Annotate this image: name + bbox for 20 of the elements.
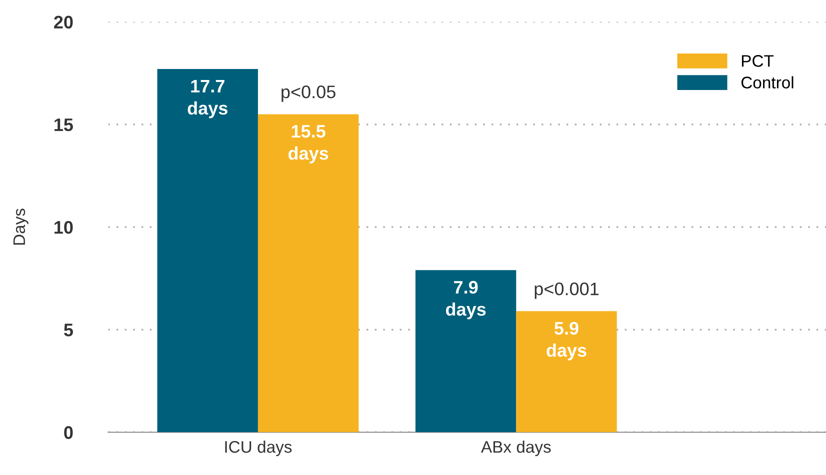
data-label: 15.5 days bbox=[288, 125, 328, 164]
y-tick-label: 10 bbox=[54, 220, 73, 234]
legend-label: PCT bbox=[742, 55, 774, 67]
bar bbox=[516, 311, 617, 432]
annotation: p<0.05 bbox=[282, 86, 336, 102]
data-label: 5.9 days bbox=[546, 322, 586, 360]
y-tick-label: 20 bbox=[54, 16, 73, 29]
annotation: p<0.001 bbox=[534, 282, 599, 299]
data-label: 17.7 days bbox=[188, 80, 228, 118]
y-tick-label: 0 bbox=[64, 426, 73, 439]
y-tick-label: 5 bbox=[64, 324, 73, 336]
bar bbox=[415, 270, 516, 432]
y-axis-title: Days bbox=[13, 208, 28, 245]
bar bbox=[258, 114, 359, 432]
x-tick-label: ICU days bbox=[225, 440, 292, 456]
x-tick-label: ABx days bbox=[480, 440, 551, 456]
legend-label: Control bbox=[741, 76, 794, 88]
data-label: 7.9 days bbox=[446, 280, 486, 320]
y-tick-label: 15 bbox=[54, 118, 73, 132]
bar bbox=[157, 69, 258, 432]
